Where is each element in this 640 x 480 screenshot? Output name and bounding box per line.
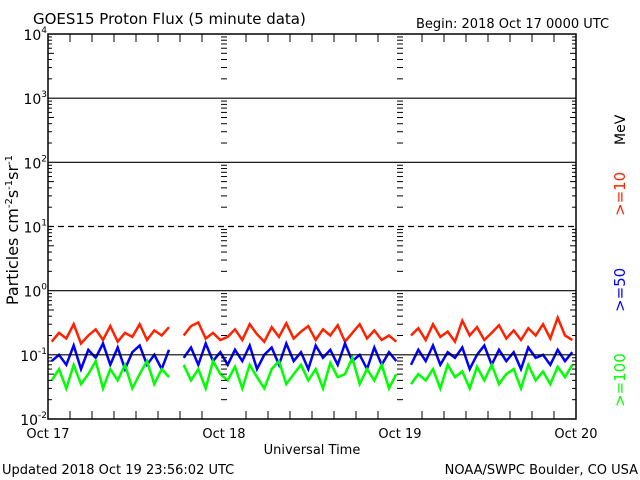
unit-label: MeV [613, 114, 629, 145]
chart-title: GOES15 Proton Flux (5 minute data) [33, 10, 306, 28]
legend-100mev: >=100 [611, 353, 629, 407]
legend-50mev: >=50 [611, 268, 629, 312]
y-tick-label: 10-1 [20, 347, 47, 365]
chart-subtitle: Begin: 2018 Oct 17 0000 UTC [416, 17, 609, 32]
x-axis-label: Universal Time [264, 443, 361, 458]
series-line-2 [50, 354, 574, 393]
y-tick-label: 100 [23, 283, 47, 301]
y-tick-label: 103 [23, 90, 47, 108]
x-tick-label: Oct 19 [378, 427, 421, 442]
y-tick-label: 102 [23, 154, 47, 172]
series-line-1 [50, 339, 574, 373]
x-tick-label: Oct 20 [554, 427, 597, 442]
y-axis-label: Particles cm-2s-1sr-1 [3, 155, 22, 305]
y-tick-label: 104 [23, 26, 47, 44]
x-tick-label: Oct 18 [202, 427, 245, 442]
credit-text: NOAA/SWPC Boulder, CO USA [445, 463, 638, 478]
x-tick-label: Oct 17 [26, 427, 69, 442]
series-line-0 [50, 314, 573, 346]
legend-10mev: >=10 [611, 172, 629, 216]
y-tick-label: 101 [23, 219, 47, 237]
updated-text: Updated 2018 Oct 19 23:56:02 UTC [2, 463, 234, 478]
